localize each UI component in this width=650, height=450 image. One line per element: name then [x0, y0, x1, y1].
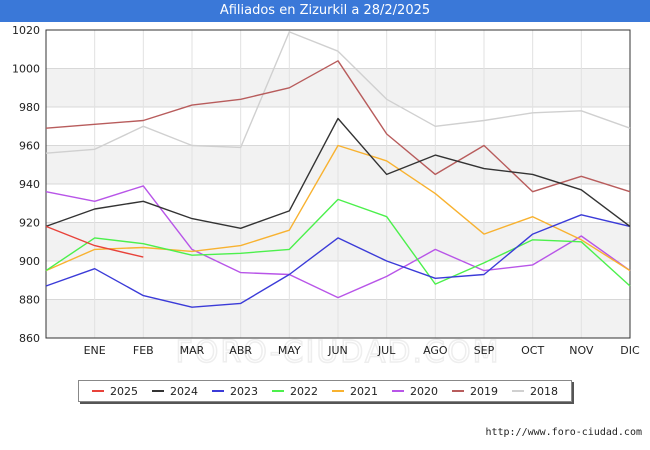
legend-swatch: [332, 390, 344, 392]
source-url: http://www.foro-ciudad.com: [485, 427, 642, 438]
y-tick-label: 1000: [12, 63, 40, 76]
series-line-2025: [45, 225, 144, 258]
legend-swatch: [212, 390, 224, 392]
legend-label: 2020: [410, 384, 438, 398]
legend-swatch: [272, 390, 284, 392]
series-line-2022: [45, 198, 631, 287]
legend-label: 2021: [350, 384, 378, 398]
x-tick-label: MAY: [278, 344, 301, 357]
legend-item-2019: 2019: [452, 385, 498, 398]
legend-label: 2022: [290, 384, 318, 398]
legend-item-2022: 2022: [272, 385, 318, 398]
x-tick-label: DIC: [620, 344, 640, 357]
x-tick-label: ENE: [84, 344, 106, 357]
y-tick-label: 900: [19, 255, 40, 268]
series-line-2021: [45, 144, 631, 272]
x-tick-label: JUL: [377, 344, 396, 357]
chart-title: Afiliados en Zizurkil a 28/2/2025: [0, 0, 650, 22]
chart-legend: 2025 2024 2023 2022 2021 2020 2019 2018: [78, 380, 572, 402]
series-line-2018: [45, 31, 631, 154]
legend-label: 2025: [110, 384, 138, 398]
x-tick-label: JUN: [327, 344, 348, 357]
legend-swatch: [452, 390, 464, 392]
x-tick-label: FEB: [133, 344, 154, 357]
x-tick-label: ABR: [229, 344, 252, 357]
legend-label: 2023: [230, 384, 258, 398]
legend-swatch: [152, 390, 164, 392]
legend-item-2018: 2018: [512, 385, 558, 398]
series-line-2020: [45, 185, 631, 299]
y-tick-label: 1020: [12, 24, 40, 37]
legend-item-2023: 2023: [212, 385, 258, 398]
y-tick-label: 920: [19, 217, 40, 230]
series-line-2019: [45, 60, 631, 193]
y-tick-label: 940: [19, 178, 40, 191]
series-line-2023: [45, 214, 631, 308]
y-tick-label: 980: [19, 101, 40, 114]
legend-item-2024: 2024: [152, 385, 198, 398]
legend-label: 2018: [530, 384, 558, 398]
legend-item-2025: 2025: [92, 385, 138, 398]
x-tick-label: OCT: [521, 344, 544, 357]
legend-swatch: [92, 390, 104, 392]
x-tick-label: SEP: [474, 344, 495, 357]
x-tick-label: MAR: [180, 344, 205, 357]
series-line-2024: [45, 117, 631, 230]
x-tick-label: AGO: [423, 344, 448, 357]
watermark: FORO-CIUDAD.COM: [176, 335, 501, 370]
legend-swatch: [392, 390, 404, 392]
plot-frame: [45, 29, 631, 339]
y-tick-label: 960: [19, 140, 40, 153]
x-tick-label: NOV: [569, 344, 594, 357]
legend-item-2021: 2021: [332, 385, 378, 398]
y-tick-label: 860: [19, 332, 40, 345]
legend-item-2020: 2020: [392, 385, 438, 398]
y-tick-label: 880: [19, 294, 40, 307]
legend-swatch: [512, 390, 524, 392]
legend-label: 2019: [470, 384, 498, 398]
legend-label: 2024: [170, 384, 198, 398]
